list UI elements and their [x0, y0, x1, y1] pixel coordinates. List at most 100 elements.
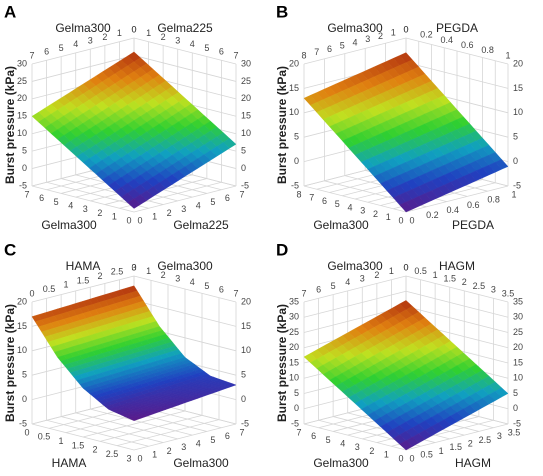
x-tick-label-top: 4 — [73, 39, 78, 49]
y-tick-label: 1 — [511, 189, 516, 199]
y-tick-label: 2 — [167, 446, 172, 456]
x-tick-label-top: 3 — [360, 274, 365, 284]
x-tick-label-top: 5 — [331, 281, 336, 291]
y-tick-label: 3 — [181, 442, 186, 452]
x-tick-label: 6 — [322, 196, 327, 206]
z-tick-label: 30 — [289, 312, 299, 322]
x-tick-label-top: 0 — [131, 24, 136, 34]
x-tick-label-top: 4 — [352, 37, 357, 47]
z-tick-label: 20 — [289, 342, 299, 352]
y-axis-label-top: Gelma300 — [157, 259, 213, 273]
x-axis-label-top: Gelma300 — [327, 259, 383, 273]
y-tick-label: 5 — [210, 197, 215, 207]
grid-line — [303, 37, 407, 65]
grid-line — [133, 55, 237, 82]
x-tick-label: 5 — [335, 199, 340, 209]
z-tick-label-right: 10 — [241, 345, 251, 355]
grid-line — [31, 275, 135, 303]
y-tick-label-top: 2 — [161, 270, 166, 280]
y-axis-label: Gelma300 — [173, 456, 229, 470]
y-axis-label-top: Gelma225 — [157, 21, 213, 35]
x-tick-label: 5 — [326, 435, 331, 445]
x-tick-label-top: 5 — [59, 43, 64, 53]
z-tick-label-right: 10 — [241, 128, 251, 138]
y-tick-label-top: 0.4 — [441, 35, 454, 45]
y-tick-label-top: 1 — [146, 28, 151, 38]
grid-line — [31, 185, 135, 213]
z-tick-label: 25 — [289, 327, 299, 337]
y-tick-label: 0 — [409, 453, 414, 463]
y-tick-label: 2 — [167, 208, 172, 218]
y-tick-label-top: 6 — [219, 47, 224, 57]
x-tick-label-top: 4 — [345, 277, 350, 287]
y-tick-label: 0 — [137, 453, 142, 463]
x-tick-label: 2 — [92, 445, 97, 455]
y-tick-label-top: 7 — [233, 50, 238, 60]
x-tick-label-top: 2 — [102, 32, 107, 42]
y-tick-label: 3 — [497, 431, 502, 441]
z-tick-label: 10 — [17, 128, 27, 138]
panel-label: A — [4, 2, 16, 21]
x-tick-label: 0 — [126, 215, 131, 225]
y-tick-label-top: 3 — [175, 274, 180, 284]
y-tick-label: 0 — [409, 215, 414, 225]
grid-line — [133, 300, 237, 327]
x-tick-label: 7 — [24, 189, 29, 199]
z-tick-label: 0 — [22, 394, 27, 404]
y-tick-label-top: 5 — [204, 281, 209, 291]
x-tick-label-top: 0.5 — [43, 284, 56, 294]
x-tick-label: 6 — [311, 431, 316, 441]
z-tick-label-right: 20 — [241, 93, 251, 103]
z-tick-label-right: 0 — [513, 403, 518, 413]
panel: 000.50.5111.51.5222.52.53300112233445566… — [3, 240, 251, 470]
x-tick-label-top: 7 — [314, 47, 319, 57]
y-tick-label: 0.5 — [420, 450, 433, 460]
y-tick-label: 1 — [152, 212, 157, 222]
grid-line — [31, 55, 135, 82]
grid-line — [405, 37, 509, 65]
z-tick-label-right: 25 — [513, 327, 523, 337]
z-tick-label-right: 25 — [241, 76, 251, 86]
x-tick-label-top: 2.5 — [111, 267, 124, 277]
y-tick-label: 1.5 — [449, 442, 462, 452]
y-tick-label: 7 — [239, 189, 244, 199]
x-tick-label-top: 8 — [301, 50, 306, 60]
z-tick-label: 30 — [17, 58, 27, 68]
y-tick-label-top: 0.2 — [420, 30, 433, 40]
panel: 887766554433221100000.20.20.40.40.60.60.… — [275, 2, 523, 232]
y-tick-label-top: 0 — [403, 24, 408, 34]
x-tick-label: 4 — [340, 439, 345, 449]
grid-line — [405, 275, 509, 303]
x-tick-label: 0.5 — [38, 432, 51, 442]
x-tick-label: 3 — [355, 442, 360, 452]
x-tick-label-top: 7 — [29, 50, 34, 60]
z-tick-label: 5 — [22, 146, 27, 156]
x-tick-label: 0 — [398, 215, 403, 225]
y-tick-label: 3 — [181, 204, 186, 214]
x-axis-label: Gelma300 — [313, 218, 369, 232]
y-axis-label: Gelma225 — [173, 218, 229, 232]
x-tick-label: 3 — [360, 206, 365, 216]
x-tick-label-top: 2 — [374, 270, 379, 280]
x-tick-label: 7 — [296, 427, 301, 437]
y-tick-label: 1 — [152, 450, 157, 460]
panel-label: C — [4, 240, 16, 259]
x-axis-label: Gelma300 — [41, 218, 97, 232]
x-tick-label-top: 3 — [88, 36, 93, 46]
grid-line — [133, 423, 237, 451]
x-tick-label: 1 — [112, 212, 117, 222]
x-tick-label: 2 — [369, 446, 374, 456]
grid-line — [133, 185, 237, 213]
x-tick-label: 8 — [296, 189, 301, 199]
x-tick-label-top: 1 — [391, 28, 396, 38]
y-tick-label: 7 — [239, 427, 244, 437]
y-tick-label: 0.4 — [447, 205, 460, 215]
x-tick-label-top: 1 — [389, 266, 394, 276]
y-tick-label-top: 0.6 — [461, 40, 474, 50]
x-tick-label: 4 — [68, 201, 73, 211]
z-tick-label: 5 — [294, 388, 299, 398]
z-tick-label: 15 — [289, 83, 299, 93]
y-axis-label: HAGM — [455, 456, 491, 470]
y-tick-label-top: 2 — [462, 277, 467, 287]
y-tick-label: 0.8 — [487, 195, 500, 205]
